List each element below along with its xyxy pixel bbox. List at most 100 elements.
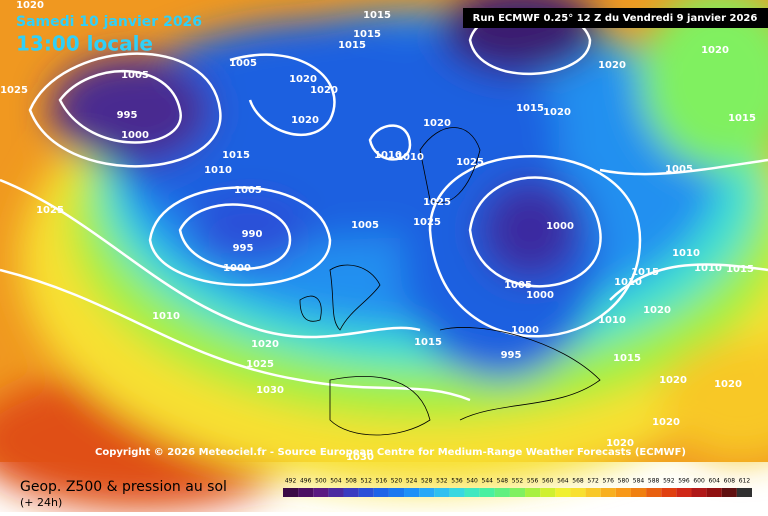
isobar-label: 1025 [456,157,484,168]
isobar-label: 1020 [598,60,626,71]
scale-swatch [464,488,480,497]
isobar-label: 1015 [338,40,366,51]
coastlines [299,127,601,436]
isobar-label: 1020 [652,417,680,428]
scale-label: 496 [300,478,312,485]
isobar-label: 1020 [291,115,319,126]
isobar-label: 995 [117,110,138,121]
run-box [463,8,768,28]
scale-label: 608 [724,478,736,485]
scale-label: 612 [739,478,751,485]
scale-swatch [373,488,389,497]
isobar-label: 1015 [613,353,641,364]
scale-swatch [570,488,586,497]
isobar-labels: 1020 1025 1005 995 1000 1025 990 995 1000 1010 102… [0,0,756,463]
isobar-label: 1010 [614,277,642,288]
scale-swatch [509,488,526,497]
scale-label: 528 [421,478,433,485]
copyright: Copyright © 2026 Meteociel.fr - Source E… [95,447,686,458]
isobar-label: 1000 [223,263,251,274]
isobar-label: 1020 [659,375,687,386]
scale-label: 584 [633,478,645,485]
scale-label: 596 [678,478,690,485]
scale-swatch [600,488,616,497]
scale-label: 600 [693,478,705,485]
scale-label: 540 [466,478,478,485]
isobar-label: 1005 [351,220,379,231]
scale-swatch [691,488,707,497]
isobar-label: 1005 [229,58,257,69]
scale-swatch [630,488,647,497]
isobar-label: 1025 [246,359,274,370]
scale-label: 556 [527,478,539,485]
scale-swatch [615,488,631,497]
isobar-label: 1020 [310,85,338,96]
run-info: Run ECMWF 0.25° 12 Z du Vendredi 9 janvi… [473,13,758,24]
scale-swatch [449,488,465,497]
scale-label: 548 [497,478,509,485]
isobars [0,8,768,402]
isobar-label: 1015 [353,29,381,40]
scale-label: 544 [482,478,494,485]
isobar-label: 1015 [631,267,659,278]
isobar-label: 1000 [121,130,149,141]
scale-label: 512 [360,478,372,485]
isobar-label: 1015 [414,337,442,348]
scale-label: 580 [618,478,630,485]
scale-swatch [419,488,435,497]
scale-label: 576 [603,478,615,485]
scale-swatch [494,488,510,497]
scale-swatch [555,488,571,497]
scale-label: 592 [663,478,675,485]
isobar-label: 1030 [346,452,374,463]
scale-swatch [479,488,495,497]
scale-label: 568 [572,478,584,485]
isobar-label: 1015 [516,103,544,114]
scale-swatch [358,488,374,497]
isobar-label: 1015 [728,113,756,124]
scale-label: 560 [542,478,554,485]
isobar-label: 1020 [606,438,634,449]
isobar-label: 1010 [672,248,700,259]
isobar-label: 1010 [598,315,626,326]
scale-swatch [661,488,677,497]
scale-swatch [283,488,299,497]
scale-swatch [434,488,450,497]
isobar-label: 1005 [234,185,262,196]
isobar-label: 1005 [504,280,532,291]
isobar-label: 1030 [256,385,284,396]
isobar-label: 1020 [16,0,44,11]
isobar-label: 1000 [546,221,574,232]
scale-label: 588 [648,478,660,485]
scale-swatch [328,488,344,497]
scale-label: 536 [451,478,463,485]
scale-label: 552 [512,478,524,485]
scale-label: 492 [285,478,297,485]
isobar-label: 1020 [701,45,729,56]
isobar-label: 1020 [289,74,317,85]
scale-label: 520 [391,478,403,485]
scale-swatch [343,488,359,497]
isobar-label: 1020 [251,339,279,350]
scale-label: 504 [330,478,342,485]
isobar-label: 990 [242,229,263,240]
isobar-label: 1010 [204,165,232,176]
isobar-label: 1005 [665,164,693,175]
scale-label: 572 [587,478,599,485]
isobar-label: 1010 [396,152,424,163]
isobar-label: 1015 [726,264,754,275]
scale-swatch [736,488,752,497]
scale-swatch [525,488,541,497]
scale-swatch [676,488,692,497]
scale-label: 500 [315,478,327,485]
scale-label: 508 [345,478,357,485]
scale-swatch [706,488,722,497]
scale-swatch [313,488,329,497]
date: Samedi 10 janvier 2026 [16,14,202,30]
scale-label: 564 [557,478,569,485]
isobar-label: 1025 [413,217,441,228]
scale-swatch [585,488,601,497]
scale-swatch [721,488,737,497]
